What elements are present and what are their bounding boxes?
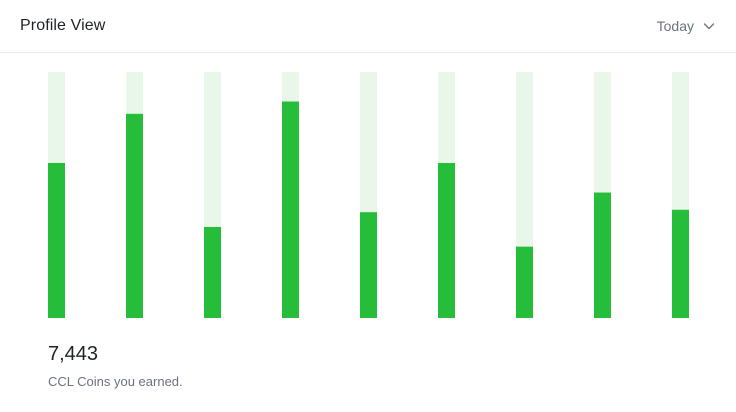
bar-chart-svg xyxy=(48,72,689,318)
bar[interactable] xyxy=(438,163,455,318)
bar[interactable] xyxy=(282,101,299,318)
card-title: Profile View xyxy=(20,17,106,34)
coins-label: CCL Coins you earned. xyxy=(48,374,183,389)
bar[interactable] xyxy=(672,209,689,318)
bar-chart xyxy=(0,53,736,333)
card-header: Profile View Today xyxy=(0,0,736,53)
bar[interactable] xyxy=(204,226,221,318)
chevron-down-icon xyxy=(703,23,715,30)
bar[interactable] xyxy=(516,246,533,318)
bar[interactable] xyxy=(48,163,65,318)
bar[interactable] xyxy=(360,212,377,318)
period-dropdown[interactable]: Today xyxy=(657,18,716,34)
coins-total: 7,443 xyxy=(48,343,99,365)
bar[interactable] xyxy=(126,113,143,318)
bar[interactable] xyxy=(594,192,611,318)
summary: 7,443 CCL Coins you earned. xyxy=(48,340,183,390)
period-selected-label: Today xyxy=(656,18,694,34)
